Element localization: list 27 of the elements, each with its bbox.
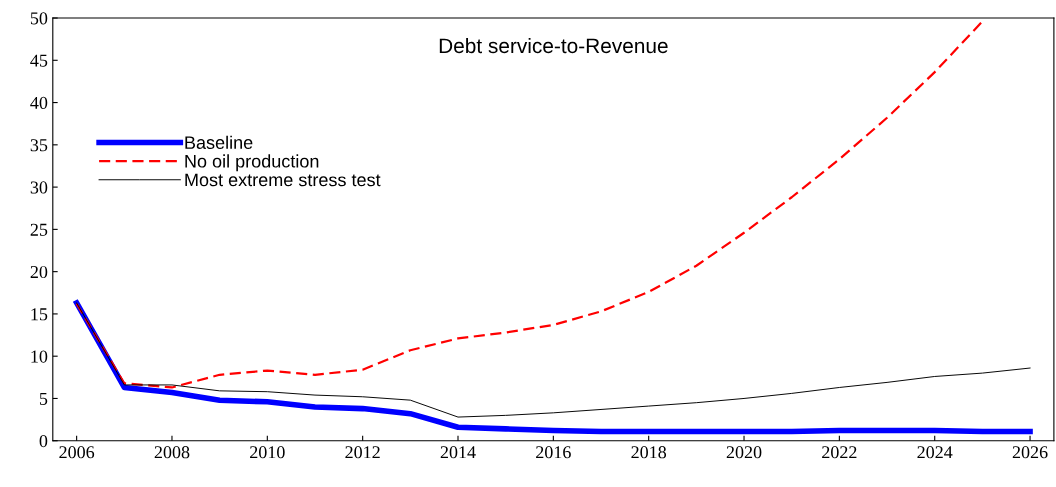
x-tick-label: 2018	[631, 446, 667, 459]
y-tick-label: 0	[39, 434, 48, 448]
x-tick-label: 2022	[822, 446, 857, 459]
x-tick-label: 2006	[59, 446, 95, 459]
y-tick-label: 50	[30, 12, 48, 25]
x-tick-label: 2008	[154, 446, 190, 459]
y-tick-label: 45	[30, 54, 48, 67]
x-tick-label: 2014	[440, 446, 476, 459]
y-tick-label: 25	[30, 223, 48, 236]
y-tick-label: 10	[31, 350, 48, 363]
y-tick-label: 35	[30, 139, 48, 152]
x-tick-label: 2024	[917, 446, 953, 459]
y-tick-label: 40	[30, 96, 48, 109]
x-tick-label: 2012	[345, 446, 380, 459]
x-tick-label: 2010	[250, 446, 285, 459]
legend-label: Baseline	[185, 135, 253, 149]
legend-label: Most extreme stress test	[185, 173, 381, 187]
y-tick-label: 30	[30, 181, 48, 194]
y-tick-label: 20	[30, 265, 48, 279]
text: Debt service-to-Revenue	[439, 37, 668, 54]
y-tick-label: 5	[39, 392, 48, 405]
line-series	[75, 20, 984, 389]
legend-label: No oil production	[185, 154, 319, 172]
x-tick-label: 2026	[1012, 446, 1048, 459]
x-tick-label: 2020	[726, 446, 762, 459]
x-tick-label: 2016	[536, 446, 571, 459]
y-tick-label: 15	[31, 308, 48, 321]
